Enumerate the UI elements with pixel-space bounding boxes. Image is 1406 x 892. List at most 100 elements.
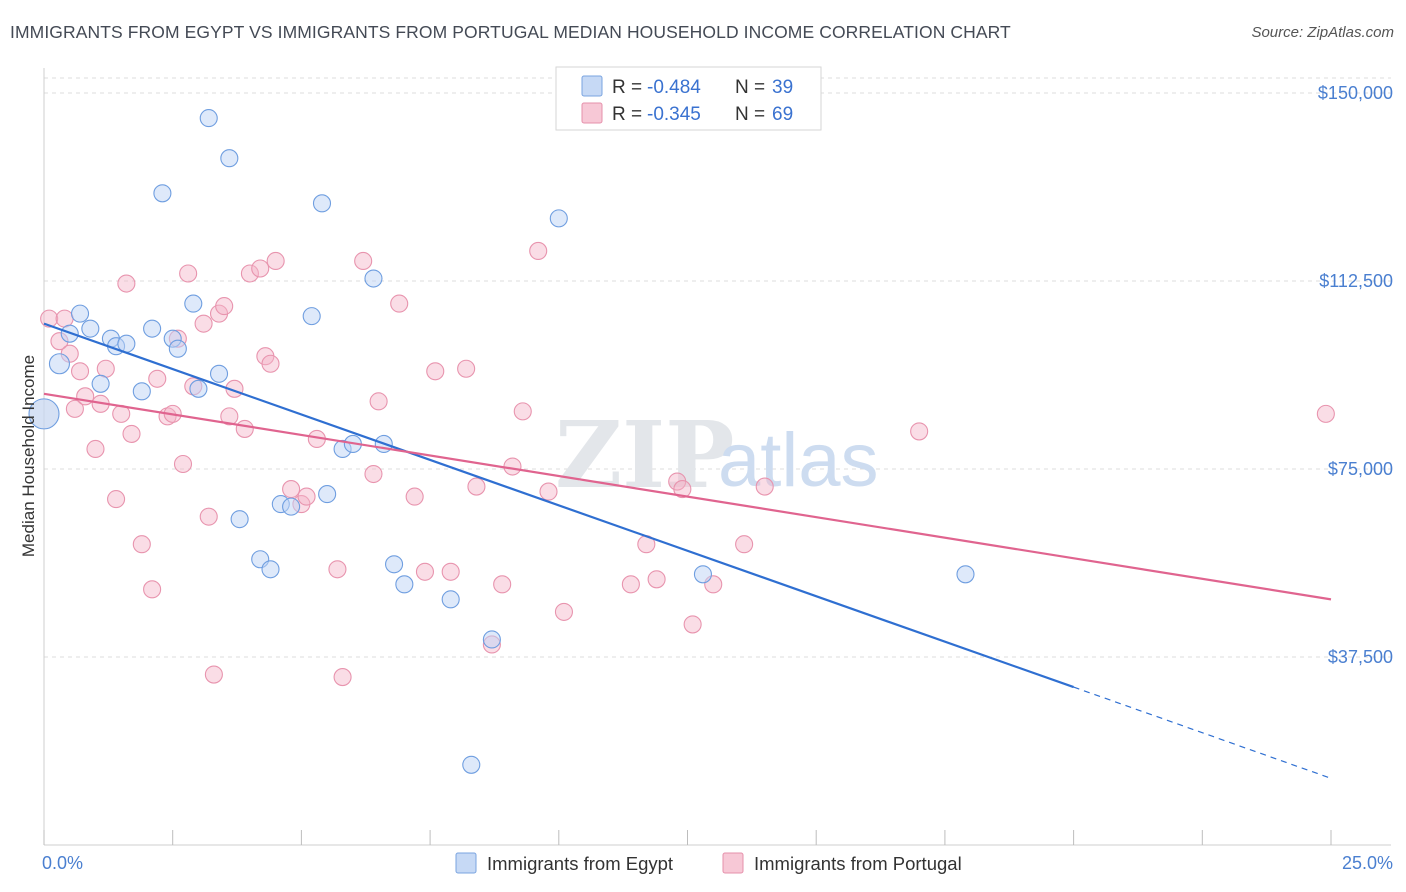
watermark: ZIP atlas bbox=[555, 401, 879, 509]
y-tick-labels: $37,500 $75,000 $112,500 $150,000 bbox=[1318, 83, 1393, 667]
egypt-point-29 bbox=[364, 269, 383, 288]
portugal-point-47 bbox=[415, 562, 435, 581]
portugal-point-56 bbox=[529, 241, 548, 261]
x-tick-label-max: 25.0% bbox=[1342, 853, 1393, 873]
egypt-point-25 bbox=[312, 194, 332, 213]
y-tick-label-3: $150,000 bbox=[1318, 83, 1393, 103]
egypt-point-16 bbox=[199, 109, 218, 128]
portugal-point-42 bbox=[354, 251, 373, 271]
y-axis-label: Median Household Income bbox=[19, 355, 38, 557]
egypt-point-32 bbox=[395, 575, 414, 594]
egypt-point-4 bbox=[81, 319, 100, 338]
portugal-point-4 bbox=[65, 399, 84, 418]
legend-n-value-portugal: 69 bbox=[772, 104, 793, 125]
egypt-point-10 bbox=[143, 319, 162, 338]
legend-n-label-egypt: N = bbox=[735, 77, 765, 98]
bottom-legend-swatch-egypt bbox=[455, 852, 477, 874]
egypt-point-21 bbox=[261, 560, 280, 579]
egypt-point-33 bbox=[441, 590, 460, 609]
source-label: Source: ZipAtlas.com bbox=[1251, 24, 1394, 41]
legend-n-value-egypt: 39 bbox=[772, 77, 793, 98]
portugal-point-54 bbox=[503, 457, 522, 476]
legend-n-label-portugal: N = bbox=[735, 104, 765, 125]
portugal-point-40 bbox=[328, 560, 347, 579]
portugal-point-34 bbox=[261, 354, 280, 373]
portugal-point-63 bbox=[673, 480, 692, 499]
portugal-point-69 bbox=[1316, 404, 1335, 423]
legend-r-label-portugal: R = bbox=[612, 104, 642, 125]
legend-swatch-portugal bbox=[581, 102, 603, 124]
portugal-point-35 bbox=[266, 251, 285, 271]
portugal-point-2 bbox=[55, 309, 74, 328]
portugal-point-41 bbox=[333, 668, 352, 687]
egypt-point-26 bbox=[318, 485, 337, 504]
egypt-points bbox=[28, 109, 975, 774]
portugal-point-15 bbox=[143, 580, 162, 599]
portugal-point-51 bbox=[467, 477, 486, 496]
portugal-point-25 bbox=[204, 665, 223, 684]
egypt-point-38 bbox=[956, 565, 975, 584]
x-tick-labels: 0.0% 25.0% bbox=[42, 853, 1393, 873]
chart-title: IMMIGRANTS FROM EGYPT VS IMMIGRANTS FROM… bbox=[10, 22, 1011, 42]
portugal-point-68 bbox=[910, 422, 929, 441]
portugal-point-20 bbox=[173, 454, 193, 474]
egypt-point-13 bbox=[168, 339, 187, 358]
egypt-point-37 bbox=[693, 565, 712, 584]
portugal-point-61 bbox=[647, 570, 666, 589]
series-legend: Immigrants from Egypt Immigrants from Po… bbox=[455, 852, 962, 874]
portugal-point-23 bbox=[194, 314, 213, 333]
egypt-point-23 bbox=[282, 497, 301, 516]
watermark-zip: ZIP bbox=[555, 401, 734, 509]
portugal-point-27 bbox=[215, 297, 234, 316]
portugal-point-59 bbox=[621, 575, 640, 594]
portugal-point-31 bbox=[240, 264, 259, 283]
portugal-point-48 bbox=[426, 362, 445, 381]
portugal-point-58 bbox=[554, 602, 573, 621]
portugal-point-13 bbox=[122, 424, 141, 443]
egypt-point-36 bbox=[549, 209, 568, 228]
egypt-point-3 bbox=[70, 304, 90, 323]
portugal-point-46 bbox=[405, 487, 424, 506]
egypt-point-11 bbox=[153, 184, 172, 203]
portugal-point-21 bbox=[179, 264, 198, 283]
egypt-trend-extension bbox=[1073, 686, 1332, 779]
bottom-legend-label-portugal: Immigrants from Portugal bbox=[754, 853, 962, 874]
portugal-point-12 bbox=[117, 274, 136, 293]
legend-r-label-egypt: R = bbox=[612, 77, 642, 98]
portugal-point-64 bbox=[683, 615, 702, 634]
portugal-point-66 bbox=[735, 535, 754, 554]
stats-legend: R = -0.484 N = 39 R = -0.345 N = 69 bbox=[555, 66, 822, 131]
bottom-legend-label-egypt: Immigrants from Egypt bbox=[487, 853, 673, 874]
portugal-point-43 bbox=[364, 464, 383, 484]
x-tick-label-min: 0.0% bbox=[42, 853, 83, 873]
portugal-point-5 bbox=[70, 362, 90, 381]
egypt-point-31 bbox=[385, 555, 404, 574]
egypt-point-9 bbox=[132, 382, 151, 401]
portugal-point-38 bbox=[297, 487, 316, 506]
portugal-point-57 bbox=[539, 482, 558, 501]
egypt-point-15 bbox=[189, 379, 208, 398]
bottom-legend-swatch-portugal bbox=[722, 852, 744, 874]
egypt-point-5 bbox=[91, 374, 110, 393]
portugal-point-55 bbox=[513, 402, 532, 421]
portugal-point-30 bbox=[235, 419, 254, 438]
portugal-point-28 bbox=[220, 407, 239, 426]
egypt-point-17 bbox=[209, 364, 229, 383]
portugal-point-44 bbox=[369, 392, 388, 411]
legend-r-value-egypt: -0.484 bbox=[647, 77, 701, 98]
egypt-trend-line bbox=[43, 322, 1074, 689]
legend-swatch-egypt bbox=[581, 75, 603, 97]
egypt-point-14 bbox=[184, 294, 203, 313]
y-tick-label-0: $37,500 bbox=[1328, 647, 1393, 667]
legend-r-value-portugal: -0.345 bbox=[647, 104, 701, 125]
portugal-point-67 bbox=[755, 477, 774, 496]
portugal-trend-line bbox=[43, 392, 1332, 601]
egypt-point-24 bbox=[302, 307, 321, 326]
portugal-point-36 bbox=[282, 480, 301, 499]
egypt-point-19 bbox=[230, 510, 249, 529]
portugal-point-45 bbox=[390, 294, 409, 313]
portugal-point-53 bbox=[493, 575, 512, 594]
portugal-point-32 bbox=[251, 259, 270, 278]
trend-lines bbox=[43, 322, 1332, 779]
